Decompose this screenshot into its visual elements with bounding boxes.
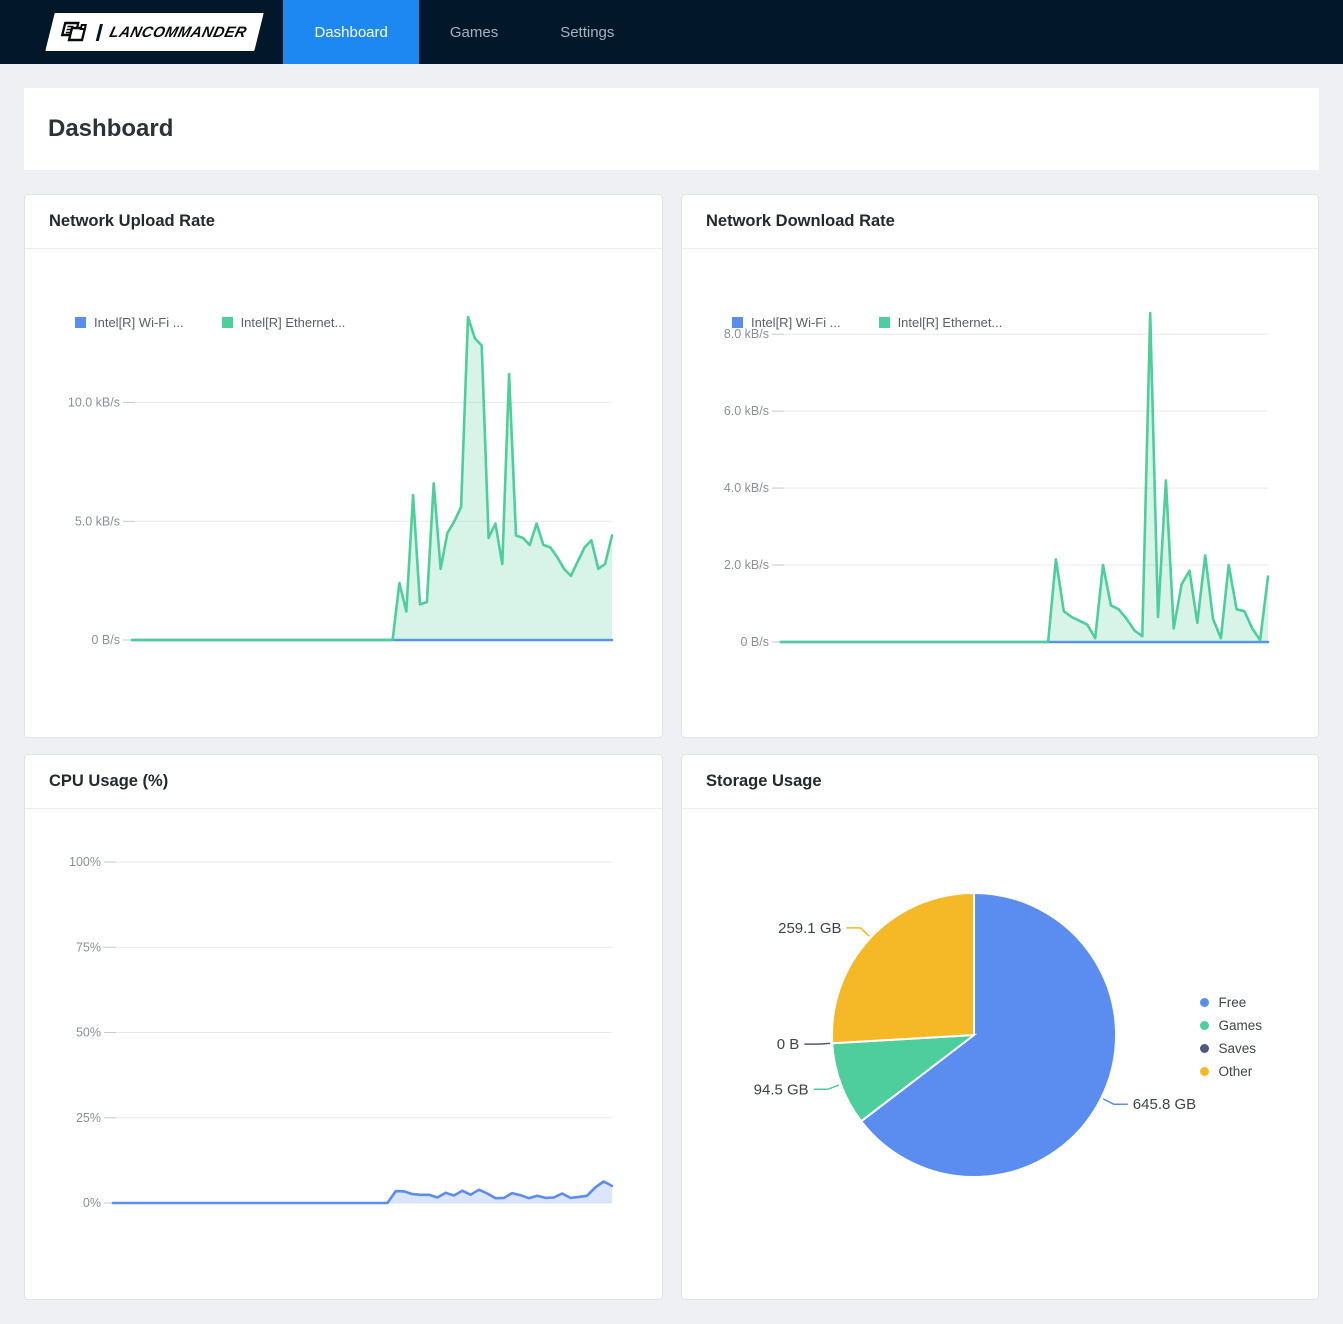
legend-label: Free [1218, 995, 1247, 1010]
cpu-card-header: CPU Usage (%) [25, 755, 662, 809]
svg-text:10.0 kB/s: 10.0 kB/s [68, 396, 120, 410]
legend-label: Intel[R] Wi-Fi ... [94, 315, 184, 330]
legend-item-ethernet[interactable]: Intel[R] Ethernet... [878, 315, 1003, 330]
legend-item-free[interactable]: Free [1200, 995, 1262, 1010]
wifi-swatch-icon [732, 317, 743, 328]
lancommander-logo[interactable]: LANCOMMANDER [0, 0, 283, 64]
svg-text:100%: 100% [69, 855, 101, 869]
svg-text:0 B/s: 0 B/s [92, 633, 121, 647]
upload-legend: Intel[R] Wi-Fi ... Intel[R] Ethernet... [75, 315, 345, 330]
page-content: Dashboard Network Upload Rate Intel[R] W… [0, 64, 1343, 1324]
page-title-card: Dashboard [24, 88, 1319, 170]
svg-text:25%: 25% [76, 1111, 101, 1125]
download-card: Network Download Rate Intel[R] Wi-Fi ...… [681, 194, 1319, 738]
storage-card-header: Storage Usage [682, 755, 1318, 809]
svg-text:5.0 kB/s: 5.0 kB/s [75, 514, 120, 528]
ethernet-swatch-icon [221, 317, 233, 328]
nav-tabs: Dashboard Games Settings [283, 0, 645, 64]
cpu-line-chart[interactable]: 0% 25% 50% 75% 100% [25, 849, 662, 1259]
legend-label: Other [1218, 1064, 1253, 1079]
page-title: Dashboard [48, 115, 174, 142]
svg-text:645.8 GB: 645.8 GB [1133, 1096, 1196, 1113]
other-dot-icon [1200, 1067, 1210, 1076]
svg-text:0 B: 0 B [777, 1036, 800, 1053]
upload-line-chart[interactable]: 0 B/s 5.0 kB/s 10.0 kB/s [25, 289, 662, 697]
ethernet-swatch-icon [878, 317, 890, 328]
legend-item-games[interactable]: Games [1200, 1018, 1262, 1033]
legend-item-wifi[interactable]: Intel[R] Wi-Fi ... [732, 315, 841, 330]
download-chart-area: Intel[R] Wi-Fi ... Intel[R] Ethernet... … [682, 289, 1318, 737]
storage-chart-area: 645.8 GB 94.5 GB 0 B 259.1 GB Free Games Sa… [682, 809, 1318, 1259]
card-title: Network Upload Rate [49, 212, 215, 230]
upload-card: Network Upload Rate Intel[R] Wi-Fi ... I… [24, 194, 663, 738]
logo-plate: LANCOMMANDER [45, 13, 265, 51]
upload-card-header: Network Upload Rate [25, 195, 662, 249]
legend-label: Intel[R] Ethernet... [897, 315, 1003, 330]
games-dot-icon [1200, 1021, 1210, 1030]
storage-card: Storage Usage 645.8 GB 94.5 GB 0 B 259.1 GB… [681, 754, 1319, 1300]
nav-tab-games[interactable]: Games [449, 23, 499, 41]
svg-text:0 B/s: 0 B/s [741, 635, 770, 649]
saves-dot-icon [1200, 1044, 1210, 1053]
legend-label: Intel[R] Ethernet... [240, 315, 346, 330]
legend-item-ethernet[interactable]: Intel[R] Ethernet... [221, 315, 346, 330]
svg-text:6.0 kB/s: 6.0 kB/s [724, 404, 769, 418]
cpu-chart-area: 0% 25% 50% 75% 100% [25, 849, 662, 1299]
brand-name: LANCOMMANDER [95, 23, 249, 41]
nav-tab-settings[interactable]: Settings [560, 23, 615, 41]
legend-label: Saves [1218, 1041, 1257, 1056]
download-legend: Intel[R] Wi-Fi ... Intel[R] Ethernet... [732, 315, 1002, 330]
card-title: Network Download Rate [706, 212, 895, 230]
svg-text:0%: 0% [83, 1196, 101, 1210]
legend-label: Games [1218, 1018, 1262, 1033]
svg-text:259.1 GB: 259.1 GB [778, 920, 841, 937]
monitors-icon [60, 21, 87, 42]
card-title: Storage Usage [706, 772, 822, 790]
svg-text:4.0 kB/s: 4.0 kB/s [724, 481, 769, 495]
upload-chart-area: Intel[R] Wi-Fi ... Intel[R] Ethernet... … [25, 289, 662, 737]
legend-item-other[interactable]: Other [1200, 1064, 1262, 1079]
storage-pie-chart[interactable]: 645.8 GB 94.5 GB 0 B 259.1 GB [682, 809, 1318, 1259]
legend-item-saves[interactable]: Saves [1200, 1041, 1262, 1056]
svg-text:94.5 GB: 94.5 GB [754, 1081, 809, 1098]
svg-text:8.0 kB/s: 8.0 kB/s [724, 327, 769, 341]
top-navbar: LANCOMMANDER Dashboard Games Settings [0, 0, 1343, 64]
svg-text:50%: 50% [76, 1026, 101, 1040]
svg-text:2.0 kB/s: 2.0 kB/s [724, 558, 769, 572]
nav-tab-dashboard[interactable]: Dashboard [283, 0, 419, 64]
legend-item-wifi[interactable]: Intel[R] Wi-Fi ... [75, 315, 184, 330]
charts-grid: Network Upload Rate Intel[R] Wi-Fi ... I… [24, 194, 1319, 1300]
wifi-swatch-icon [75, 317, 86, 328]
free-dot-icon [1200, 998, 1210, 1007]
legend-label: Intel[R] Wi-Fi ... [751, 315, 841, 330]
download-line-chart[interactable]: 0 B/s 2.0 kB/s 4.0 kB/s 6.0 kB/s 8.0 kB/s [682, 289, 1318, 697]
svg-text:75%: 75% [76, 940, 101, 954]
cpu-card: CPU Usage (%) 0% 25% 50% 75% 100% [24, 754, 663, 1300]
storage-legend: Free Games Saves Other [1200, 995, 1262, 1079]
card-title: CPU Usage (%) [49, 772, 169, 790]
download-card-header: Network Download Rate [682, 195, 1318, 249]
